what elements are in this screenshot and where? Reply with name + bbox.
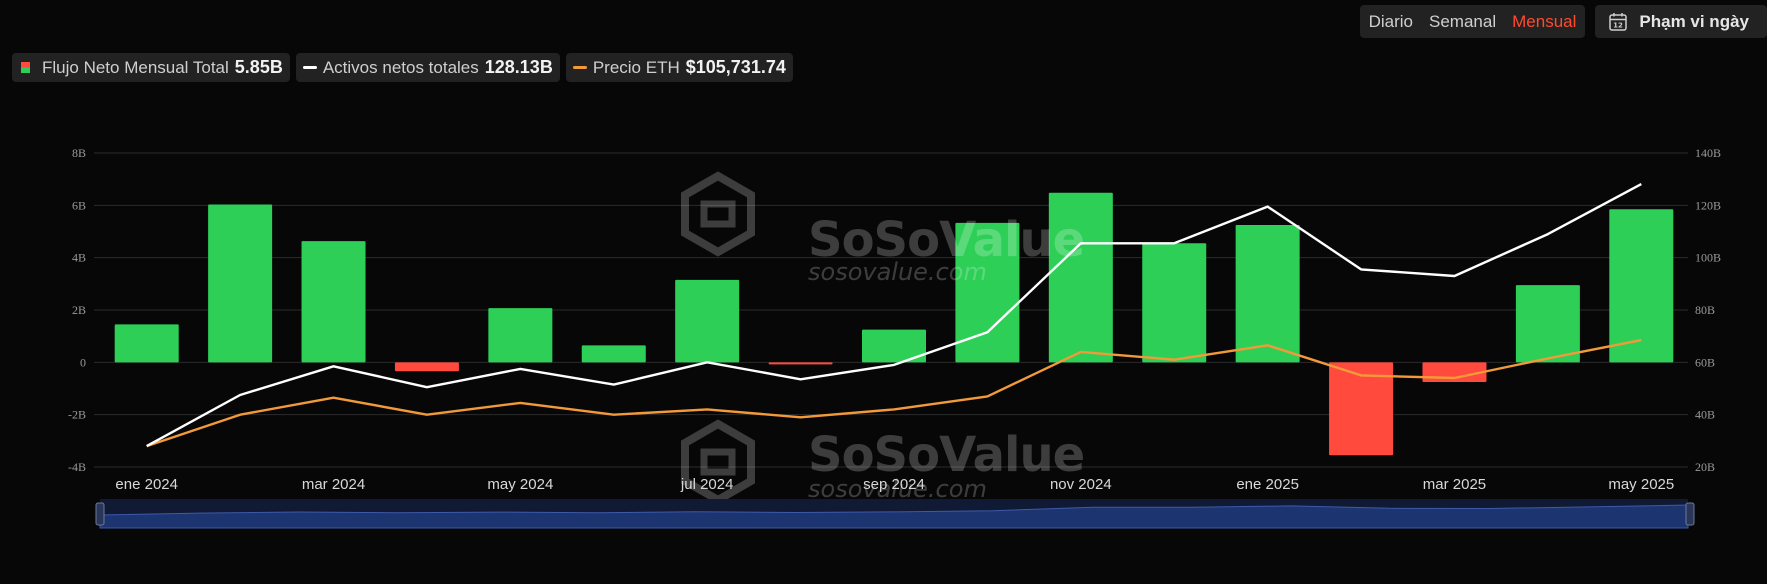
net-flow-bar[interactable] — [394, 362, 459, 372]
bar-swatch-icon — [21, 62, 30, 73]
x-tick-label: ene 2025 — [1236, 476, 1299, 493]
period-daily-button[interactable]: Diario — [1368, 11, 1414, 31]
series-lines — [146, 183, 1642, 448]
net-flow-bar[interactable] — [208, 204, 273, 363]
right-tick-label: 100B — [1695, 251, 1721, 265]
calendar-icon: 12 — [1609, 13, 1628, 31]
x-tick-label: may 2025 — [1608, 476, 1674, 493]
legend: Flujo Neto Mensual Total 5.85B Activos n… — [12, 53, 793, 82]
left-tick-label: -2B — [68, 408, 86, 422]
legend-net-flow-value: 5.85B — [234, 57, 283, 77]
net-flow-bar[interactable] — [1048, 192, 1113, 363]
net-flow-bar[interactable] — [301, 241, 366, 363]
x-tick-label: nov 2024 — [1050, 476, 1112, 493]
x-tick-label: jul 2024 — [680, 476, 734, 493]
net-flow-bar[interactable] — [581, 345, 646, 363]
right-tick-label: 80B — [1695, 303, 1715, 317]
sosovalue-logo-icon — [681, 171, 755, 257]
bars — [114, 192, 1674, 456]
navigator-area — [99, 504, 1689, 529]
x-tick-label: mar 2025 — [1423, 476, 1486, 493]
net-flow-bar[interactable] — [1515, 285, 1580, 363]
legend-net-assets-value: 128.13B — [484, 57, 553, 77]
period-selector: Diario Semanal Mensual — [1359, 5, 1586, 38]
watermark-url: sosovalue.com — [808, 258, 987, 286]
x-axis: ene 2024 mar 2024 may 2024 jul 2024 sep 2024… — [115, 476, 1674, 493]
net-flow-bar[interactable] — [862, 329, 926, 363]
net-assets-line[interactable] — [146, 183, 1642, 448]
legend-net-assets[interactable]: Activos netos totales 128.13B — [295, 53, 560, 82]
white-line-swatch-icon — [302, 66, 317, 69]
net-flow-bar[interactable] — [1329, 362, 1394, 456]
period-monthly-button[interactable]: Mensual — [1512, 11, 1577, 31]
left-tick-label: 2B — [72, 303, 86, 317]
x-tick-label: mar 2024 — [302, 476, 365, 493]
net-flow-bar[interactable] — [1142, 243, 1207, 363]
watermark-brand: SoSoValue — [808, 427, 1084, 483]
net-flow-bar[interactable] — [114, 324, 179, 363]
net-flow-bar[interactable] — [1235, 224, 1300, 363]
navigator-left-handle[interactable] — [95, 502, 105, 526]
left-tick-label: 4B — [72, 251, 86, 265]
legend-net-flow-label: Flujo Neto Mensual Total — [42, 57, 229, 77]
left-tick-label: 8B — [72, 146, 86, 160]
left-tick-label: 6B — [72, 198, 86, 212]
navigator-right-handle[interactable] — [1685, 502, 1695, 526]
right-tick-label: 20B — [1695, 460, 1715, 474]
net-flow-bar[interactable] — [768, 362, 833, 365]
left-tick-label: -4B — [68, 460, 86, 474]
net-flow-bar[interactable] — [675, 279, 740, 363]
net-flow-bar[interactable] — [488, 308, 553, 363]
date-range-button[interactable]: 12 Phạm vi ngày — [1595, 5, 1767, 38]
watermark-url: sosovalue.com — [808, 475, 987, 503]
net-flow-bar[interactable] — [955, 222, 1020, 363]
x-tick-label: sep 2024 — [863, 476, 925, 493]
left-tick-label: 0 — [80, 355, 86, 369]
watermark-brand: SoSoValue — [808, 212, 1084, 268]
period-weekly-button[interactable]: Semanal — [1429, 11, 1497, 31]
calendar-day-text: 12 — [1614, 22, 1624, 30]
legend-eth-price[interactable]: Precio ETH $105,731.74 — [565, 53, 793, 82]
right-tick-label: 140B — [1695, 146, 1721, 160]
left-axis: 8B 6B 4B 2B 0 -2B -4B — [68, 146, 86, 474]
top-controls: Diario Semanal Mensual 12 Phạm vi ngày — [1359, 5, 1767, 38]
x-tick-label: ene 2024 — [115, 476, 178, 493]
legend-eth-price-label: Precio ETH — [592, 57, 680, 77]
right-tick-label: 60B — [1695, 355, 1715, 369]
x-tick-label: may 2024 — [487, 476, 553, 493]
eth-price-line[interactable] — [146, 338, 1642, 448]
net-flow-bar[interactable] — [1609, 209, 1674, 363]
orange-line-swatch-icon — [572, 66, 587, 69]
range-navigator[interactable] — [95, 499, 1695, 529]
right-tick-label: 120B — [1695, 198, 1721, 212]
legend-net-flow[interactable]: Flujo Neto Mensual Total 5.85B — [12, 53, 290, 82]
right-axis: 140B 120B 100B 80B 60B 40B 20B — [1695, 146, 1721, 474]
legend-net-assets-label: Activos netos totales — [322, 57, 479, 77]
right-tick-label: 40B — [1695, 408, 1715, 422]
legend-eth-price-value: $105,731.74 — [685, 57, 786, 77]
watermark: SoSoValue sosovalue.com SoSoValue sosova… — [681, 171, 1085, 505]
date-range-label: Phạm vi ngày — [1639, 11, 1749, 31]
